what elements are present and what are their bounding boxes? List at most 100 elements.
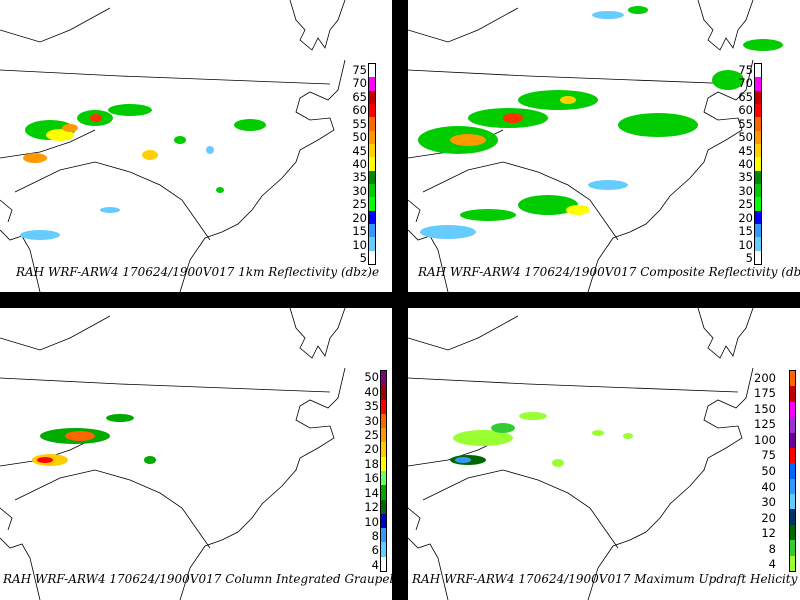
legend-label: 200 xyxy=(754,370,776,385)
legend-label: 30 xyxy=(364,413,379,428)
legend-swatch xyxy=(755,170,761,184)
legend-swatch xyxy=(369,130,375,144)
legend-label: 75 xyxy=(738,62,753,77)
legend-label: 12 xyxy=(364,500,379,515)
legend-swatch xyxy=(790,463,795,479)
legend-label: 45 xyxy=(352,143,367,158)
legend-label: 40 xyxy=(352,157,367,171)
legend-swatch xyxy=(369,183,375,198)
legend-swatch xyxy=(369,197,375,211)
echo-cell xyxy=(144,456,156,464)
legend-swatch xyxy=(755,197,761,211)
legend-swatch xyxy=(755,223,761,238)
legend-swatch xyxy=(381,499,386,514)
echo-cell xyxy=(618,113,698,137)
echo-cell xyxy=(460,209,516,221)
echo-cell xyxy=(518,90,598,110)
legend-swatch xyxy=(381,371,386,386)
echo-cell xyxy=(234,119,266,131)
legend-label: 10 xyxy=(352,237,367,252)
echo-cell xyxy=(20,230,60,240)
echo-cell xyxy=(23,153,47,163)
panel-caption: RAH WRF-ARW4 170624/1900V017 Column Inte… xyxy=(3,572,392,586)
map-outline xyxy=(0,0,346,292)
map-column-graupel xyxy=(0,308,346,600)
legend-label: 50 xyxy=(761,464,776,478)
panel-caption: RAH WRF-ARW4 170624/1900V017 1km Reflect… xyxy=(16,265,380,279)
legend-label: 150 xyxy=(754,401,776,416)
legend-swatch xyxy=(755,250,761,264)
legend-label: 30 xyxy=(761,495,776,510)
echo-cell xyxy=(65,431,95,441)
legend-label: 55 xyxy=(738,116,753,131)
legend-label: 8 xyxy=(768,541,776,556)
legend-swatch xyxy=(755,130,761,144)
panel-column-graupel: 50 40 35 30 25 20 18 16 14 12 10 8 6 4 RAH WRF-ARW4 1… xyxy=(0,308,392,600)
echo-cell xyxy=(712,70,744,90)
echo-cell xyxy=(552,459,564,467)
legend-swatch xyxy=(755,210,761,224)
legend-label: 50 xyxy=(738,130,753,145)
legend-swatch xyxy=(369,143,375,158)
panel-composite-reflectivity: 75 70 65 60 55 50 45 40 35 30 25 20 15 10 5 RAH WRF-AR… xyxy=(408,0,800,292)
echo-cell xyxy=(206,146,214,154)
legend-swatch xyxy=(790,524,795,541)
legend-label: 40 xyxy=(761,479,776,494)
legend-label: 65 xyxy=(738,89,753,104)
legend-swatch xyxy=(381,399,386,414)
legend-label: 40 xyxy=(738,157,753,171)
legend-label: 8 xyxy=(371,528,379,543)
echo-cell xyxy=(90,114,102,122)
legend-swatch xyxy=(790,401,795,418)
echo-cell xyxy=(100,207,120,213)
echo-cell xyxy=(588,180,628,190)
map-outline xyxy=(408,308,754,600)
legend-label: 30 xyxy=(738,183,753,198)
echo-cell xyxy=(216,187,224,193)
map-outline xyxy=(0,308,346,600)
legend-swatch xyxy=(369,77,375,91)
legend-swatch xyxy=(381,470,386,486)
legend-label: 175 xyxy=(754,386,776,401)
echo-cell xyxy=(453,430,513,446)
legend-swatch xyxy=(369,90,375,104)
legend-label: 65 xyxy=(352,89,367,104)
legend-swatch xyxy=(790,371,795,387)
legend-swatch xyxy=(790,447,795,464)
legend-swatch xyxy=(790,509,795,525)
legend-label: 5 xyxy=(745,251,753,266)
echo-cell xyxy=(592,11,624,19)
legend-label: 60 xyxy=(352,103,367,118)
legend-swatch xyxy=(369,117,375,131)
panel-1km-reflectivity: 75 70 65 60 55 50 45 40 35 30 25 20 15 10 5 RAH WRF-AR… xyxy=(0,0,392,292)
echo-cell xyxy=(62,124,78,132)
legend-label: 18 xyxy=(364,456,379,471)
echo-cell xyxy=(519,412,547,420)
legend-swatch xyxy=(790,386,795,402)
legend-label: 25 xyxy=(352,197,367,212)
legend-swatch xyxy=(755,117,761,131)
legend-swatch xyxy=(381,513,386,529)
legend-swatch xyxy=(381,528,386,543)
echo-cell xyxy=(174,136,186,144)
legend-swatch xyxy=(755,64,761,78)
legend-bar xyxy=(380,370,387,572)
legend-label: 70 xyxy=(738,76,753,91)
legend-swatch xyxy=(381,485,386,500)
legend-swatch xyxy=(755,237,761,251)
legend-label: 35 xyxy=(738,170,753,185)
legend-label: 14 xyxy=(364,485,379,500)
legend-swatch xyxy=(790,417,795,433)
map-composite-reflectivity xyxy=(408,0,783,292)
legend-label: 15 xyxy=(738,224,753,239)
legend-label: 100 xyxy=(754,432,776,447)
legend-swatch xyxy=(790,494,795,510)
echo-cell xyxy=(518,195,578,215)
legend-swatch xyxy=(381,442,386,457)
legend-label: 35 xyxy=(352,170,367,185)
legend-swatch xyxy=(755,90,761,104)
legend-label: 20 xyxy=(738,210,753,225)
legend-label: 35 xyxy=(364,399,379,414)
legend-label: 75 xyxy=(352,62,367,77)
legend-label: 50 xyxy=(364,370,379,385)
